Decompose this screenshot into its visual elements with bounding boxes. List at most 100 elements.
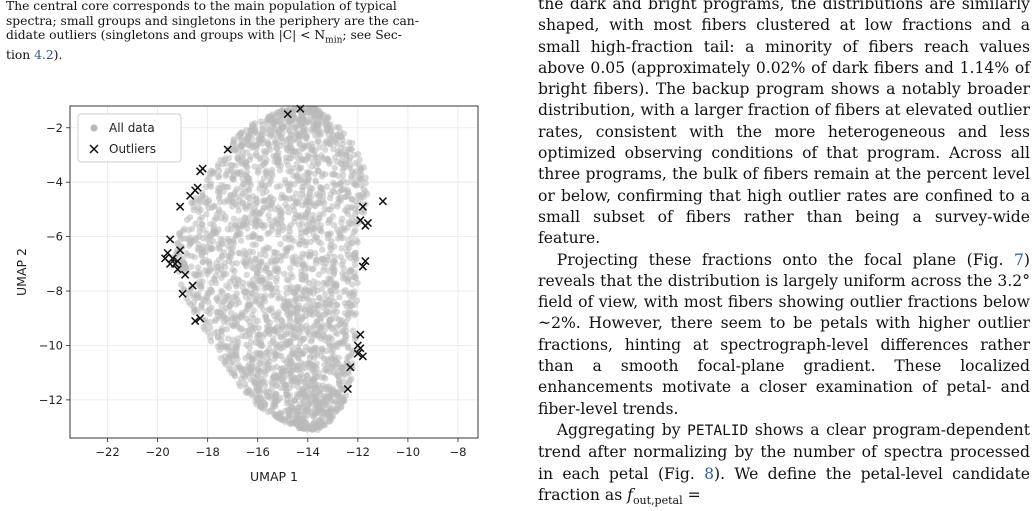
data-point <box>245 352 252 360</box>
data-point <box>207 220 214 228</box>
paper-page: The central core corresponds to the main… <box>6 0 1030 507</box>
data-point <box>265 408 272 416</box>
data-point <box>353 202 360 209</box>
data-point <box>314 318 321 325</box>
paragraph-3-text-d: = <box>682 485 701 504</box>
data-point <box>348 196 355 203</box>
data-point <box>320 304 327 312</box>
data-point <box>254 216 261 223</box>
data-point <box>262 159 269 167</box>
data-point <box>337 144 344 152</box>
data-point <box>304 372 311 380</box>
data-point <box>259 125 266 133</box>
outlier-marker <box>196 314 205 323</box>
data-point <box>334 200 341 207</box>
data-point <box>294 344 301 351</box>
paragraph-3-text-a: Aggregating by <box>556 420 688 439</box>
data-point <box>272 382 280 389</box>
data-point <box>259 356 266 363</box>
data-point <box>218 327 225 335</box>
data-point <box>255 167 262 174</box>
data-point <box>315 295 323 302</box>
data-point <box>259 342 266 350</box>
data-point <box>293 316 300 324</box>
y-tick-label: −2 <box>46 121 63 135</box>
data-point <box>327 412 334 419</box>
data-point <box>230 140 238 147</box>
data-point <box>278 378 286 385</box>
data-point <box>304 116 312 124</box>
data-point <box>299 261 306 268</box>
paragraph-2-text-b: ) reveals that the distribution is large… <box>538 250 1030 418</box>
figure-8-ref-link[interactable]: 8 <box>704 464 715 483</box>
data-point <box>352 160 359 167</box>
data-point <box>310 151 318 159</box>
data-point <box>338 219 345 227</box>
data-point <box>224 315 231 322</box>
data-point <box>345 309 353 317</box>
data-point <box>270 120 278 127</box>
figure-7-ref-link[interactable]: 7 <box>1013 250 1024 269</box>
data-point <box>332 357 340 364</box>
data-point <box>266 143 273 150</box>
data-point <box>285 277 292 284</box>
data-point <box>277 134 285 142</box>
data-point <box>348 289 355 296</box>
data-point <box>190 308 198 315</box>
left-column: The central core corresponds to the main… <box>6 0 526 484</box>
data-point <box>299 202 306 209</box>
caption-line-3-tail: ; see Sec- <box>342 28 402 43</box>
data-point <box>311 354 318 361</box>
data-point <box>293 414 300 421</box>
data-point <box>296 164 304 172</box>
data-point <box>311 385 319 393</box>
data-point <box>282 154 290 161</box>
data-point <box>316 144 323 151</box>
data-point <box>273 267 280 275</box>
data-point <box>184 235 191 243</box>
data-point <box>326 217 334 224</box>
data-point <box>232 221 239 229</box>
data-point <box>315 271 323 278</box>
data-point <box>302 408 309 415</box>
data-point <box>354 150 362 158</box>
data-point <box>218 274 225 281</box>
data-point <box>249 311 256 319</box>
data-point <box>210 225 217 232</box>
x-tick-label: −8 <box>449 445 466 459</box>
data-point <box>305 253 313 260</box>
data-point <box>200 243 207 250</box>
y-axis-label: UMAP 2 <box>14 248 29 296</box>
data-point <box>214 333 222 341</box>
data-point <box>265 326 273 333</box>
data-point <box>287 286 294 293</box>
data-point <box>215 298 222 305</box>
section-ref-link[interactable]: 4.2 <box>34 48 54 63</box>
data-point <box>181 264 188 271</box>
data-point <box>297 195 304 202</box>
data-point <box>220 297 228 304</box>
data-point <box>335 195 342 202</box>
data-point <box>209 237 216 245</box>
outlier-marker <box>223 145 232 154</box>
data-point <box>239 148 246 155</box>
data-point <box>331 267 338 274</box>
data-point <box>300 237 307 244</box>
data-point <box>296 373 303 380</box>
data-point <box>284 161 292 169</box>
data-point <box>272 126 279 133</box>
data-point <box>279 226 287 234</box>
data-point <box>360 193 367 201</box>
data-point <box>319 299 326 306</box>
data-point <box>289 147 296 154</box>
x-axis-label: UMAP 1 <box>250 469 298 484</box>
data-point <box>227 221 234 228</box>
data-point <box>340 258 347 265</box>
data-point <box>316 418 323 425</box>
data-point <box>290 351 297 358</box>
data-point <box>312 177 319 184</box>
y-tick-label: −8 <box>46 284 63 298</box>
data-point <box>311 404 318 412</box>
data-point <box>339 386 346 393</box>
data-point <box>269 133 277 140</box>
